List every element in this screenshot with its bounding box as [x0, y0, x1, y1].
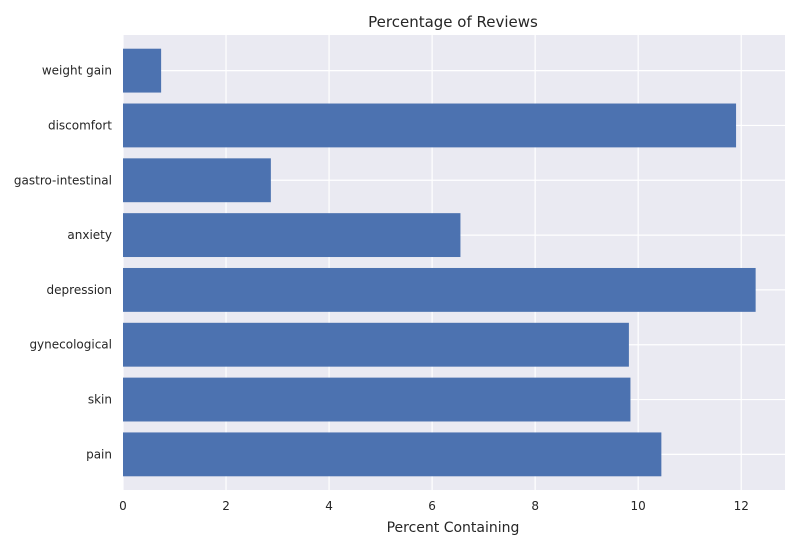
bar-pain	[123, 432, 662, 477]
x-tick-label: 4	[325, 499, 333, 513]
bar-depression	[123, 267, 756, 312]
y-tick-label: skin	[88, 393, 112, 407]
y-tick-label: weight gain	[42, 64, 112, 78]
x-tick-label: 12	[734, 499, 749, 513]
bar-gastro-intestinal	[123, 158, 271, 203]
plot-area	[123, 35, 785, 490]
y-tick-label: anxiety	[67, 228, 112, 242]
y-axis-ticks: pain skin gynecological depression anxiety ga…	[14, 64, 112, 462]
bar-discomfort	[123, 103, 737, 148]
x-tick-label: 2	[222, 499, 230, 513]
y-tick-label: gastro-intestinal	[14, 173, 112, 187]
bar-skin	[123, 377, 631, 422]
bars	[123, 48, 756, 477]
bar-gynecological	[123, 322, 629, 367]
x-axis-label: Percent Containing	[387, 520, 520, 536]
x-axis-ticks: 0 2 4 6 8 10 12	[119, 499, 749, 513]
chart-title: Percentage of Reviews	[368, 13, 538, 31]
x-tick-label: 6	[428, 499, 436, 513]
y-tick-label: gynecological	[29, 338, 112, 352]
x-tick-label: 0	[119, 499, 127, 513]
y-tick-label: pain	[86, 447, 112, 461]
bar-weight-gain	[123, 48, 162, 93]
bar-anxiety	[123, 213, 461, 258]
y-tick-label: discomfort	[48, 118, 112, 132]
y-tick-label: depression	[47, 283, 112, 297]
x-tick-label: 10	[631, 499, 646, 513]
x-tick-label: 8	[531, 499, 539, 513]
